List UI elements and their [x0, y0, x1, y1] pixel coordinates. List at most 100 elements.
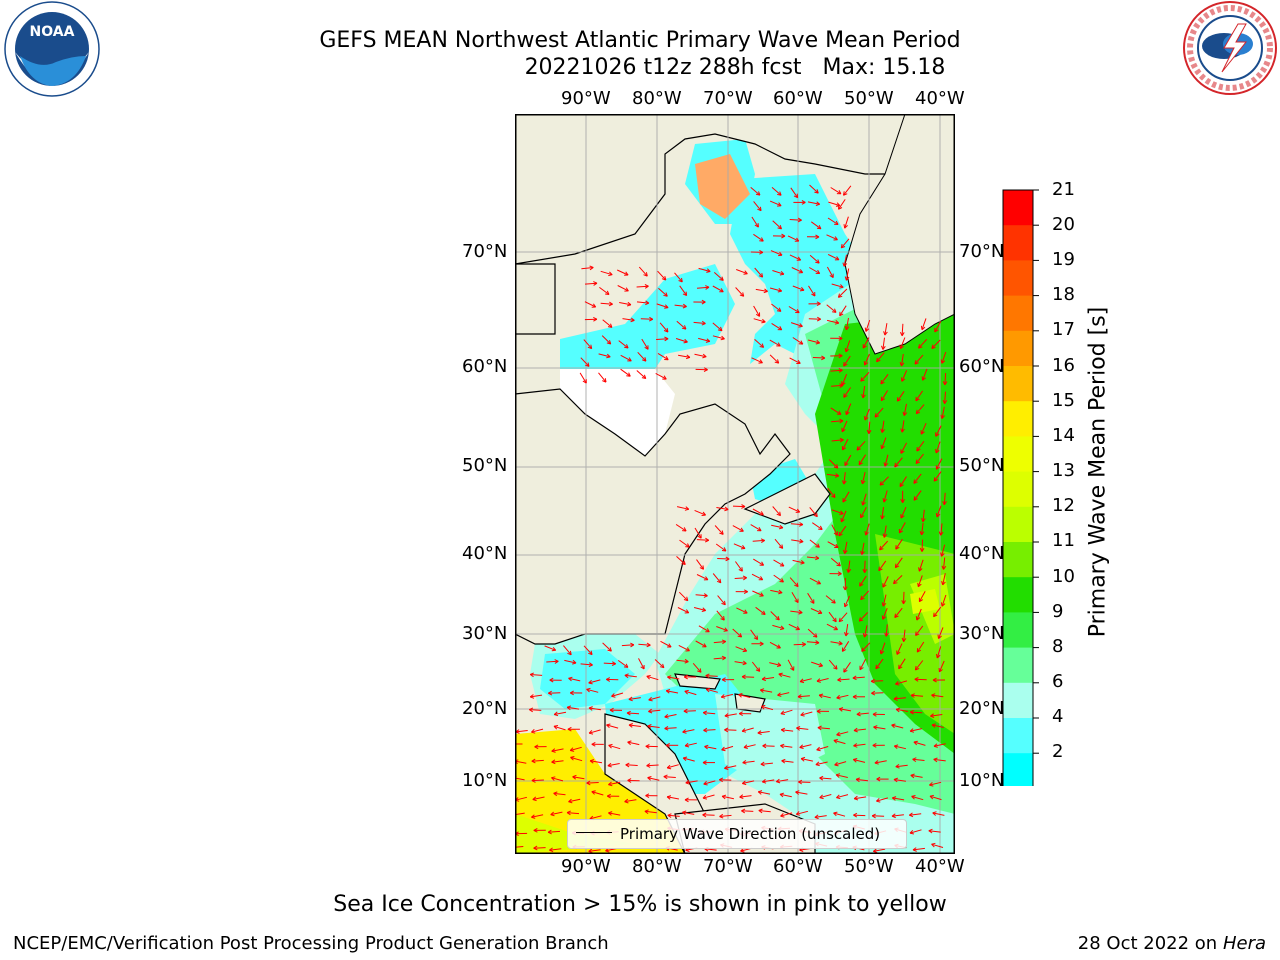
wave-direction-arrowhead	[799, 681, 805, 684]
wave-direction-arrow	[814, 815, 827, 818]
wave-direction-arrowhead	[864, 531, 867, 536]
wave-direction-arrowhead	[720, 694, 725, 698]
wave-direction-arrow	[895, 680, 908, 685]
wave-direction-arrowhead	[760, 761, 765, 765]
wave-direction-arrow	[901, 370, 908, 382]
wave-direction-arrowhead	[817, 727, 822, 731]
colorbar-tick: 11	[1052, 530, 1075, 551]
wave-direction-arrow	[880, 373, 889, 385]
wave-direction-arrow	[769, 287, 782, 292]
wave-direction-arrowhead	[761, 779, 766, 783]
wave-direction-arrowhead	[551, 759, 556, 763]
wave-direction-arrowhead	[763, 610, 766, 615]
wave-direction-arrowhead	[862, 394, 866, 399]
wave-direction-arrow	[879, 476, 889, 486]
wave-direction-arrow	[882, 337, 885, 350]
wave-direction-arrowhead	[568, 801, 573, 804]
wave-direction-arrow	[600, 270, 613, 276]
wave-direction-arrowhead	[876, 778, 881, 782]
wave-direction-arrow	[563, 645, 572, 656]
wave-direction-arrowhead	[721, 794, 727, 797]
wave-direction-arrow	[588, 849, 601, 852]
wave-direction-arrow	[789, 254, 801, 261]
wave-direction-arrowhead	[876, 359, 881, 363]
wave-direction-arrowhead	[781, 727, 786, 731]
wave-direction-arrow	[812, 357, 825, 359]
wave-direction-arrowhead	[916, 448, 921, 452]
wave-direction-arrowhead	[606, 723, 611, 726]
legend-label: Primary Wave Direction (unscaled)	[620, 825, 881, 843]
wave-direction-arrowhead	[666, 689, 671, 692]
wave-direction-arrowhead	[833, 532, 838, 536]
wave-direction-arrow	[932, 812, 945, 816]
colorbar-segment	[1003, 506, 1033, 543]
wave-direction-arrowhead	[838, 643, 843, 646]
wave-direction-arrow	[531, 759, 544, 762]
wave-direction-arrowhead	[885, 632, 889, 637]
wave-direction-arrow	[717, 595, 726, 606]
wave-direction-arrowhead	[838, 369, 843, 373]
lon-label-bottom: 90°W	[561, 856, 611, 877]
wave-direction-arrow	[816, 678, 829, 682]
wave-direction-arrowhead	[843, 191, 845, 196]
wave-direction-arrow	[881, 507, 884, 520]
wave-direction-arrow	[916, 441, 925, 452]
wave-direction-arrowhead	[840, 284, 844, 288]
wave-direction-arrowhead	[761, 613, 766, 615]
wave-direction-arrowhead	[931, 693, 936, 696]
lat-label-left: 10°N	[462, 770, 508, 791]
wave-direction-arrow	[736, 607, 748, 614]
wave-direction-arrowhead	[643, 274, 648, 277]
wave-direction-arrowhead	[721, 746, 725, 751]
wave-direction-arrowhead	[816, 339, 821, 344]
wave-direction-arrow	[589, 815, 602, 820]
wave-direction-arrowhead	[815, 761, 820, 765]
wave-direction-arrowhead	[911, 795, 916, 797]
wave-direction-arrowhead	[941, 565, 944, 570]
wave-direction-arrowhead	[757, 730, 762, 734]
wave-direction-arrowhead	[607, 649, 612, 652]
wave-direction-arrow	[696, 286, 710, 289]
wave-direction-arrow	[712, 285, 724, 293]
wave-direction-arrowhead	[843, 363, 848, 367]
wave-direction-arrowhead	[931, 346, 936, 349]
wave-direction-arrowhead	[799, 678, 804, 682]
colorbar-segment	[1003, 225, 1033, 261]
wave-direction-arrowhead	[626, 304, 632, 307]
wave-direction-arrowhead	[682, 293, 687, 297]
wave-direction-arrowhead	[872, 742, 877, 746]
wave-direction-arrowhead	[821, 355, 826, 359]
wave-direction-arrow	[811, 221, 822, 230]
wave-direction-arrowhead	[790, 667, 794, 671]
wave-direction-arrowhead	[572, 776, 577, 780]
wave-direction-arrow	[883, 490, 888, 503]
wave-direction-arrowhead	[931, 344, 934, 349]
wave-direction-arrow	[713, 657, 726, 660]
lat-label-right: 10°N	[959, 770, 1005, 791]
lat-label-left: 20°N	[462, 698, 508, 719]
wave-direction-arrowhead	[568, 676, 573, 679]
wave-direction-arrow	[551, 748, 564, 752]
wave-direction-arrowhead	[815, 342, 820, 345]
wave-direction-arrowhead	[834, 761, 838, 766]
wave-direction-arrow	[626, 712, 640, 715]
wave-direction-arrowhead	[894, 613, 896, 618]
wave-direction-arrowhead	[796, 582, 799, 587]
wave-direction-arrowhead	[910, 694, 915, 698]
wave-direction-arrowhead	[916, 411, 921, 415]
wave-direction-arrow	[667, 676, 680, 680]
wave-direction-arrow	[753, 305, 761, 317]
wave-direction-arrowhead	[893, 696, 898, 700]
wave-direction-arrowhead	[684, 797, 689, 801]
wave-direction-arrowhead	[815, 642, 820, 645]
wave-direction-arrowhead	[721, 639, 726, 642]
wave-direction-arrowhead	[801, 642, 806, 645]
wave-direction-arrowhead	[739, 294, 744, 297]
wave-direction-arrowhead	[606, 342, 611, 345]
wave-direction-arrow	[831, 439, 844, 442]
wave-direction-arrow	[625, 764, 638, 766]
wave-direction-arrowhead	[664, 728, 669, 731]
wave-direction-arrowhead	[664, 275, 667, 281]
colorbar-tick: 6	[1052, 671, 1064, 692]
wave-direction-arrowhead	[902, 498, 905, 503]
